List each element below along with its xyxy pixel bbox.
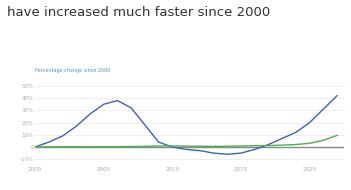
Text: have increased much faster since 2000: have increased much faster since 2000 [7, 6, 270, 19]
Text: Percentage change since 2000: Percentage change since 2000 [35, 68, 110, 73]
